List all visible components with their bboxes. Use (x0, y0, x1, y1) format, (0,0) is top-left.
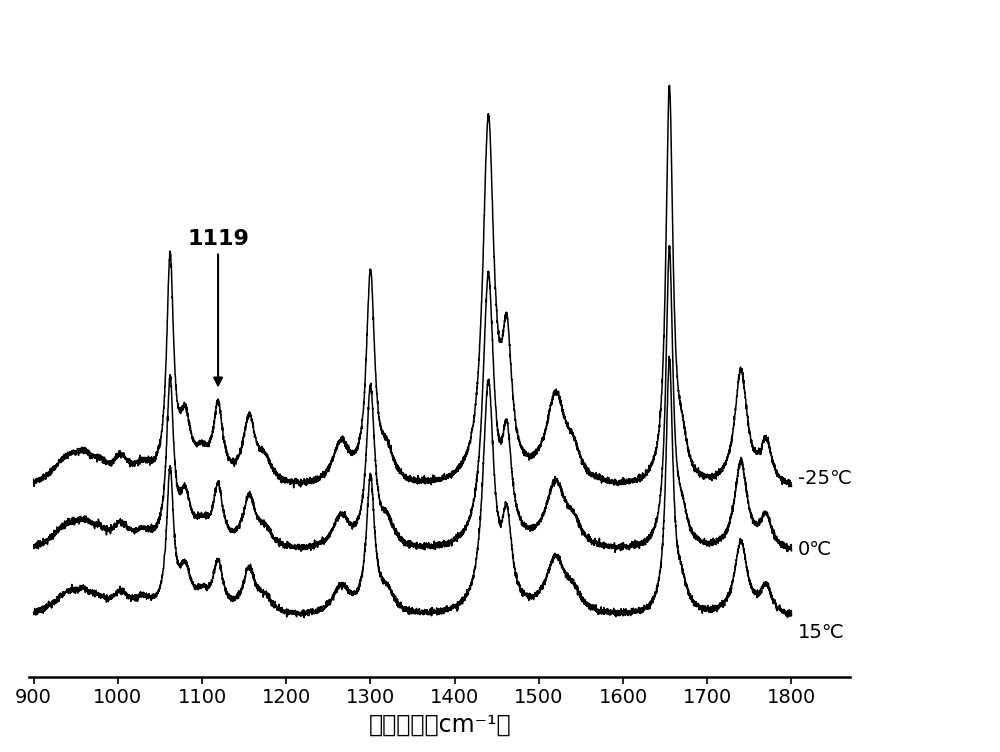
Text: 15℃: 15℃ (798, 623, 845, 641)
X-axis label: 拉曼位移（cm⁻¹）: 拉曼位移（cm⁻¹） (369, 713, 511, 737)
Text: -25℃: -25℃ (798, 469, 852, 488)
Text: 1119: 1119 (187, 229, 249, 385)
Text: 0℃: 0℃ (798, 539, 832, 559)
